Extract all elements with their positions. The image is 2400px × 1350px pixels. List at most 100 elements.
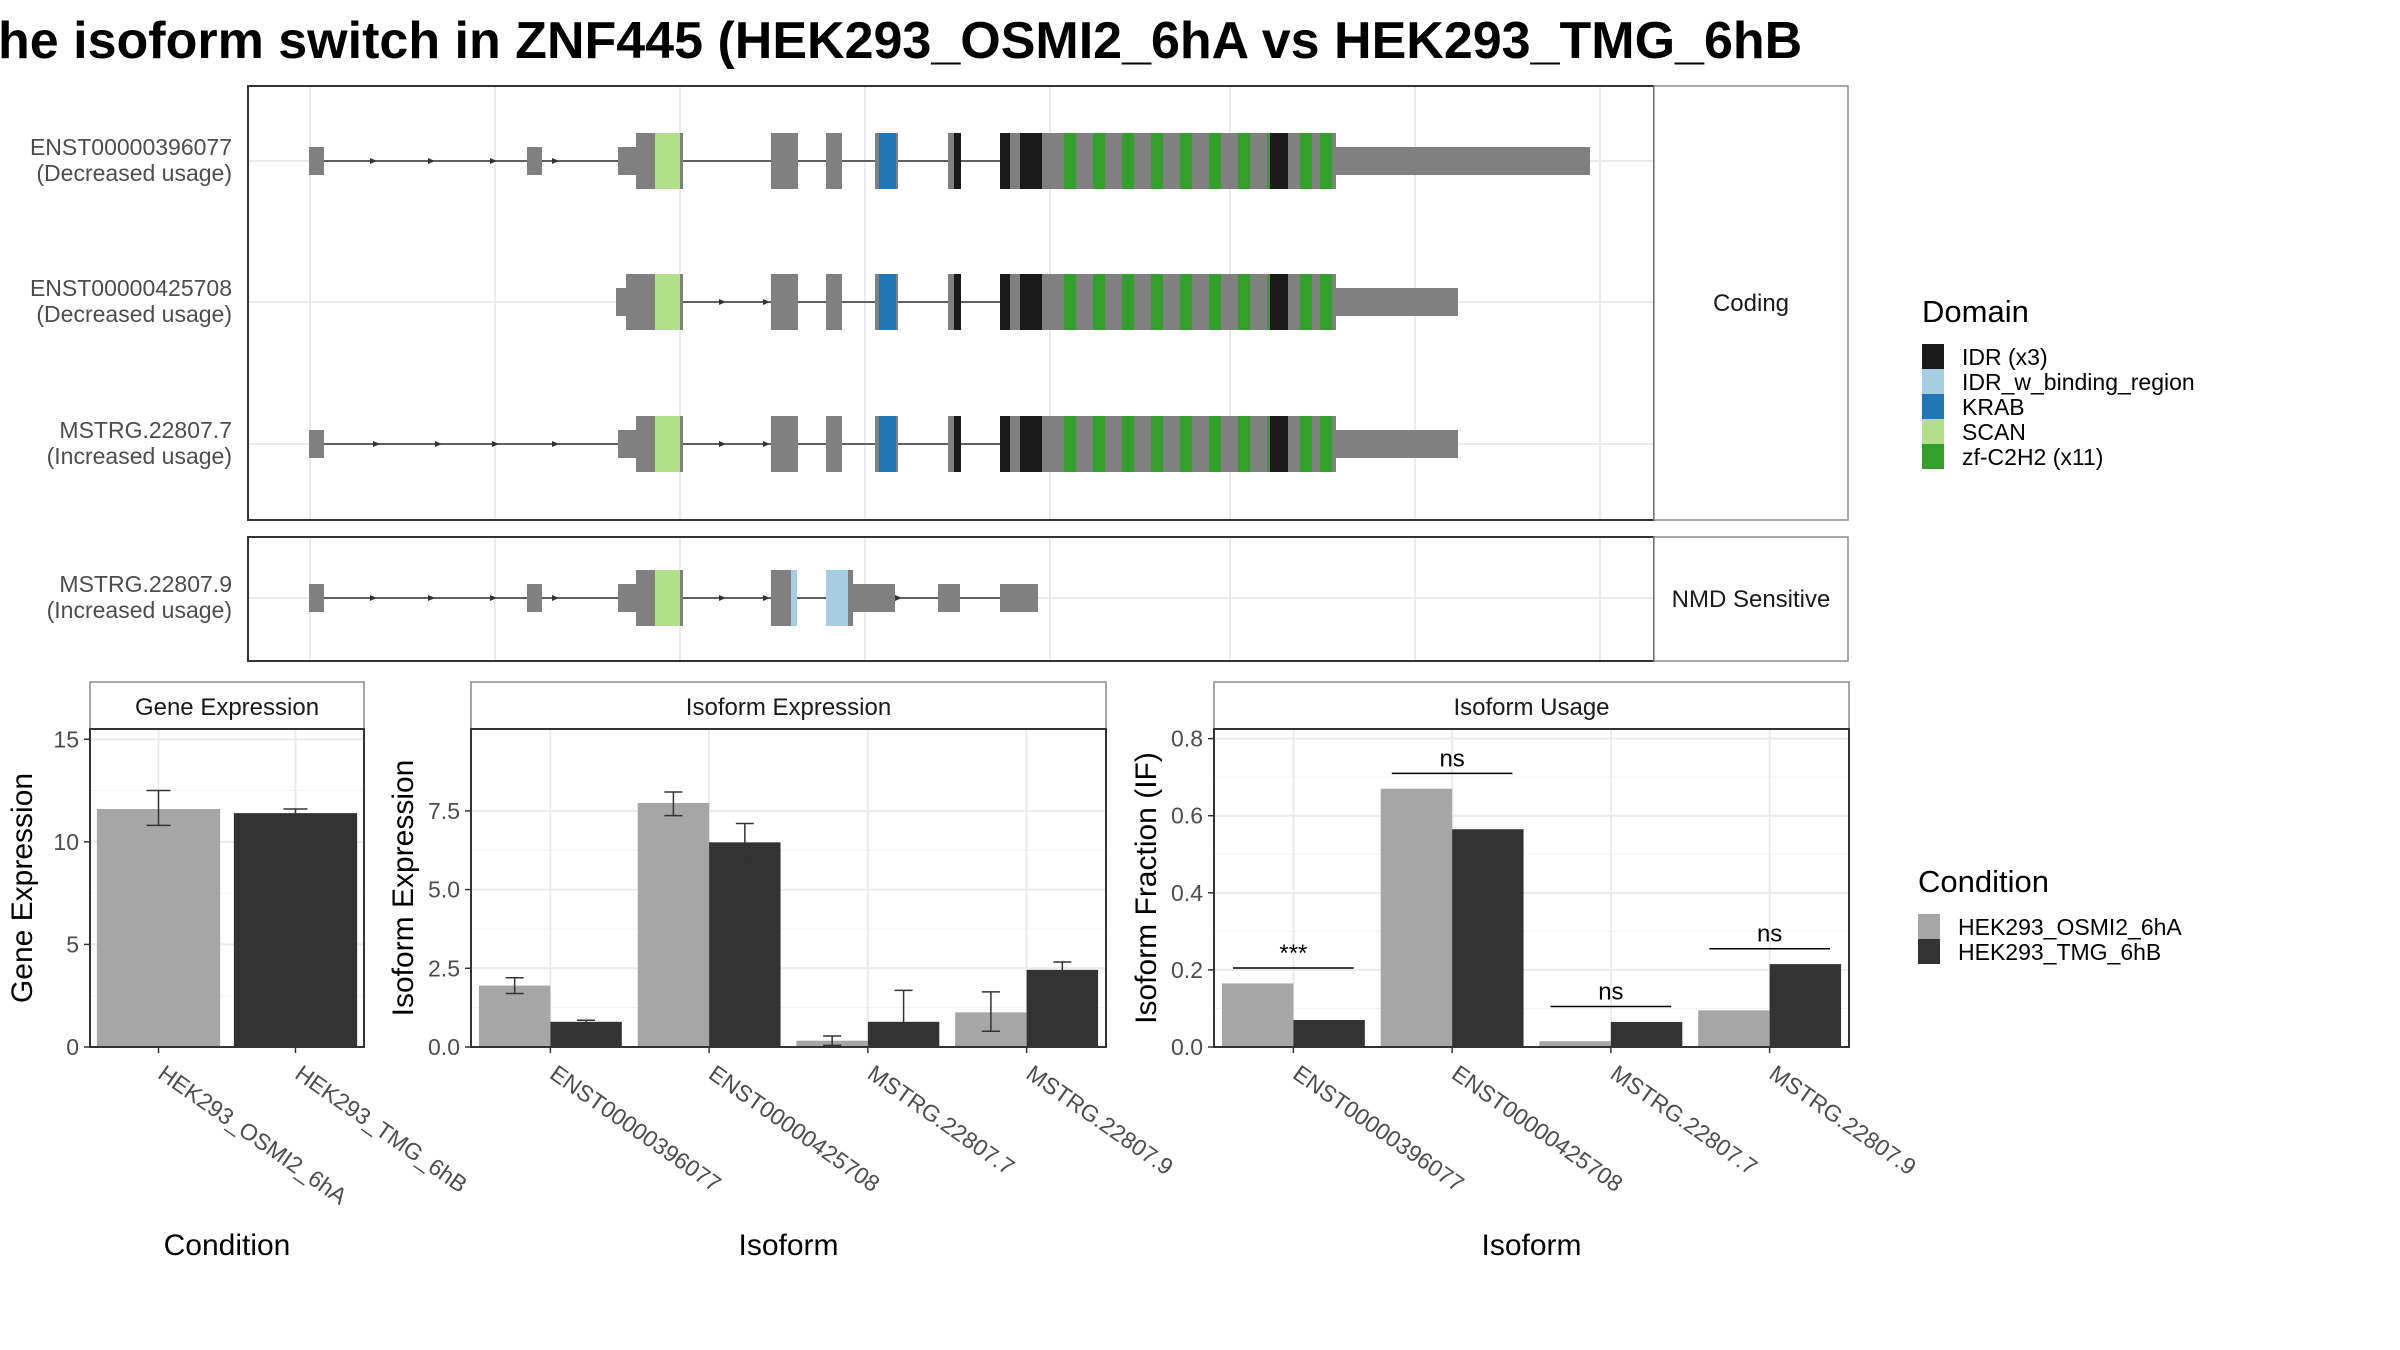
- exon-block: [618, 430, 636, 458]
- exon-block: [826, 274, 842, 330]
- transcript-structure-plot: ENST00000396077(Decreased usage) ENST0000…: [30, 85, 1849, 662]
- exon-block: [826, 416, 842, 472]
- domain-zf: [1122, 133, 1134, 189]
- domain-zf: [1093, 274, 1105, 330]
- strand-arrow: [763, 299, 770, 305]
- bar-hek293_tmg_6hb: [550, 1021, 622, 1047]
- bar-hek293_tmg_6hb: [709, 842, 781, 1047]
- error-bar: [735, 822, 754, 866]
- domain-idr: [954, 416, 961, 472]
- y-tick-label: 5: [66, 931, 79, 957]
- y-axis-title: Isoform Fraction (IF): [1130, 752, 1163, 1024]
- transcript-MSTRG.22807.9: MSTRG.22807.9(Increased usage): [47, 570, 1038, 626]
- legend-item: IDR (x3): [1922, 344, 2048, 370]
- chart-title-strip: [89, 681, 365, 730]
- domain-idr: [1020, 133, 1042, 189]
- exon-block: [309, 584, 324, 612]
- legends: Domain IDR (x3)IDR_w_binding_regionKRABSC…: [1918, 294, 2195, 965]
- y-tick-label: 15: [53, 726, 79, 752]
- legend-item: SCAN: [1922, 419, 2026, 445]
- exon-block: [641, 133, 655, 189]
- domain-zf: [1320, 274, 1332, 330]
- bar-hek293_tmg_6hb: [1026, 969, 1099, 1047]
- legend-swatch: [1918, 939, 1940, 964]
- facet-label: Coding: [1713, 290, 1789, 317]
- exon-block: [948, 274, 954, 330]
- exon-block: [1010, 274, 1020, 330]
- exon-block: [1336, 430, 1458, 458]
- bar: [233, 813, 358, 1047]
- chart-isoform-usage: Isoform Usage 0.0 0.2 0.4 0.6 0.8 *** ns ns ns ENS…: [1130, 681, 1921, 1262]
- isoform-usage-label: (Decreased usage): [36, 160, 232, 186]
- legend-label: zf-C2H2 (x11): [1962, 444, 2103, 470]
- domain-idr: [954, 274, 961, 330]
- domain-idr: [1000, 416, 1010, 472]
- strand-arrow: [370, 595, 377, 601]
- legend-swatch: [1922, 344, 1944, 369]
- domain-idr: [1020, 416, 1042, 472]
- y-tick-label: 0.6: [1171, 803, 1203, 829]
- isoform-usage-label: (Increased usage): [47, 443, 232, 469]
- facet-strip: [1653, 536, 1849, 662]
- strand-arrow: [763, 441, 770, 447]
- y-tick-label: 0.2: [1171, 957, 1203, 983]
- domain-idr: [1270, 274, 1288, 330]
- domain-scan: [655, 133, 680, 189]
- domain-zf: [1180, 274, 1192, 330]
- isoform-label: ENST00000425708: [30, 275, 232, 301]
- chart-panel-border: [470, 728, 1107, 1048]
- y-tick-label: 2.5: [428, 955, 460, 981]
- strand-arrow: [370, 158, 377, 164]
- domain-zf: [1064, 274, 1076, 330]
- chart-panel-border: [1213, 728, 1850, 1048]
- domain-idrb: [826, 570, 848, 626]
- chart-title: Gene Expression: [135, 694, 319, 721]
- y-tick-label: 0.4: [1171, 880, 1203, 906]
- x-axis-title: Isoform: [738, 1229, 838, 1262]
- domain-krab: [879, 133, 896, 189]
- chart-panel-border: [89, 728, 365, 1048]
- isoform-label: MSTRG.22807.7: [59, 417, 232, 443]
- error-bar: [981, 991, 1000, 1033]
- chart-title-strip: [470, 681, 1107, 730]
- significance-annotation: ***: [1233, 940, 1354, 969]
- bar-hek293_osmi2_6ha: [637, 802, 710, 1047]
- domain-krab: [879, 416, 896, 472]
- domain-zf: [1064, 133, 1076, 189]
- y-tick-label: 0.0: [428, 1034, 460, 1060]
- strand-arrow: [552, 158, 559, 164]
- isoform-label: MSTRG.22807.9: [59, 571, 232, 597]
- strand-arrow: [719, 441, 726, 447]
- legend-item: IDR_w_binding_region: [1922, 369, 2195, 395]
- chart-isoform-expression: Isoform Expression 0.0 2.5 5.0 7.5 ENST000003…: [387, 681, 1178, 1262]
- domain-zf: [1300, 274, 1312, 330]
- domain-zf: [1151, 274, 1163, 330]
- exon-block: [771, 133, 798, 189]
- exon-block: [1010, 133, 1020, 189]
- exon-block: [636, 133, 641, 189]
- exon-block: [680, 416, 683, 472]
- domain-zf: [1238, 133, 1250, 189]
- legend-label: HEK293_TMG_6hB: [1958, 939, 2161, 965]
- x-tick-label: ENST00000425708: [1447, 1060, 1627, 1197]
- exon-block: [1336, 288, 1458, 316]
- domain-scan: [655, 274, 680, 330]
- y-tick-label: 0.8: [1171, 726, 1203, 752]
- exon-block: [896, 416, 898, 472]
- legend-label: IDR_w_binding_region: [1962, 369, 2195, 395]
- exon-block: [771, 570, 791, 626]
- x-tick-label: ENST00000396077: [1289, 1060, 1469, 1197]
- exon-block: [618, 147, 636, 175]
- exon-block: [636, 416, 641, 472]
- domain-zf: [1238, 274, 1250, 330]
- facet-coding: ENST00000396077(Decreased usage) ENST0000…: [30, 85, 1849, 521]
- figure-title: he isoform switch in ZNF445 (HEK293_OSMI…: [0, 12, 1802, 70]
- domain-idrb: [791, 570, 797, 626]
- legend-swatch: [1922, 419, 1944, 444]
- domain-zf: [1151, 133, 1163, 189]
- domain-zf: [1320, 133, 1332, 189]
- x-tick-label: ENST00000396077: [546, 1060, 726, 1197]
- transcript-ENST00000396077: ENST00000396077(Decreased usage): [30, 133, 1590, 189]
